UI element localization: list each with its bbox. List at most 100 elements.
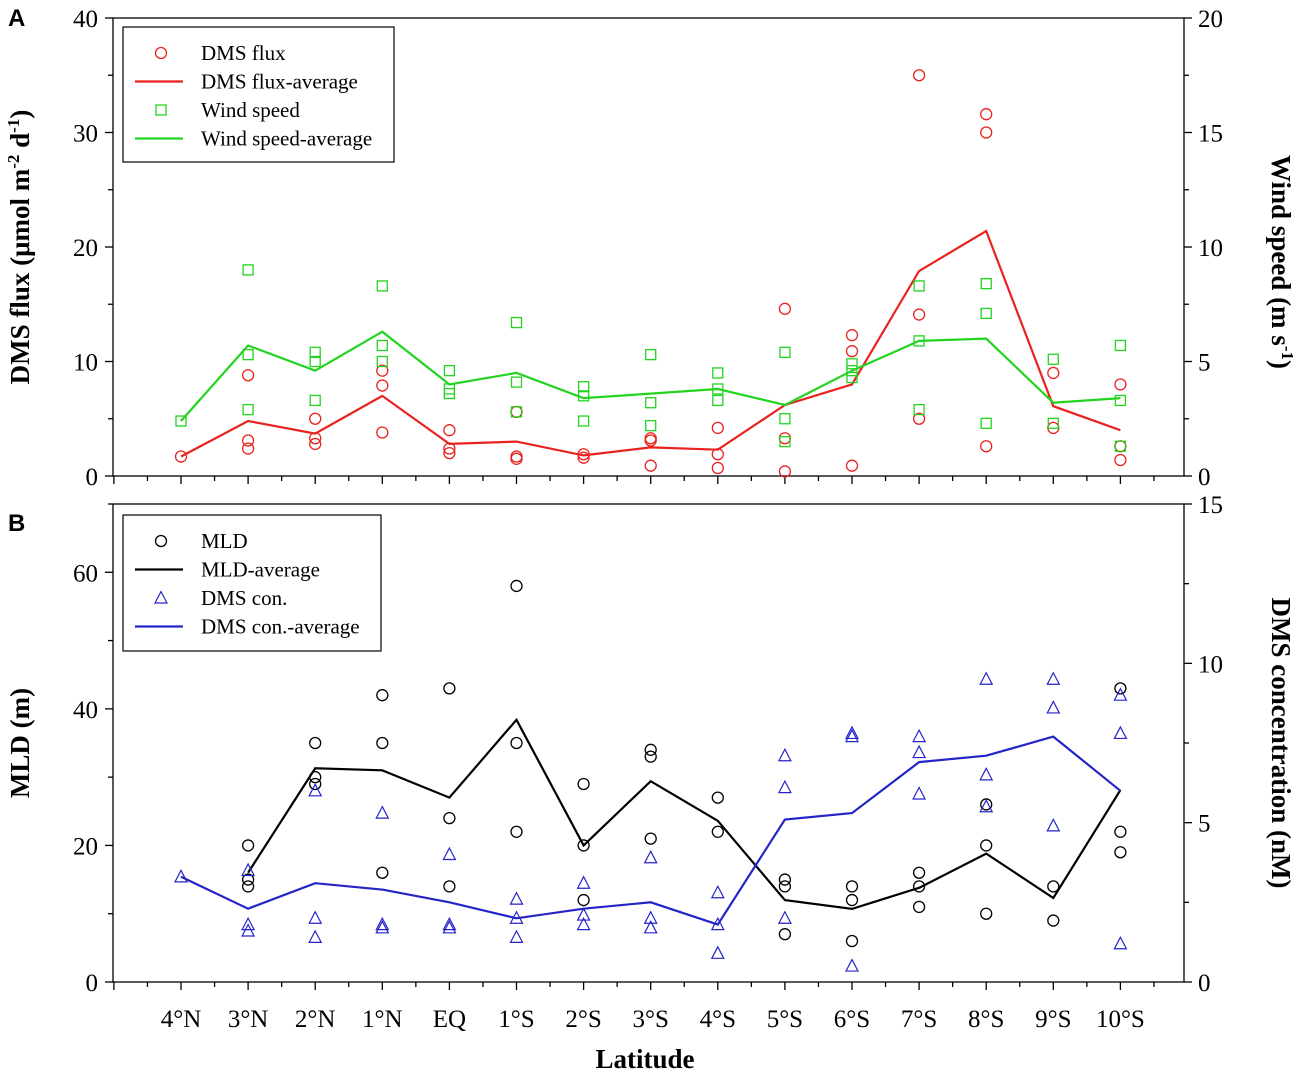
data-point: [644, 832, 657, 845]
panel-a-y-ticks: 0 10 20 30 40: [73, 6, 113, 491]
data-point: [912, 728, 927, 743]
data-point: [576, 907, 591, 921]
data-point: [309, 736, 322, 750]
data-point: [912, 786, 927, 800]
data-point: [1114, 440, 1127, 452]
data-point: [845, 329, 859, 342]
y-tick-label: 30: [73, 121, 98, 148]
x-category-label: 5°S: [767, 1006, 803, 1033]
y2-tick-label: 15: [1198, 492, 1223, 519]
data-point: [710, 916, 725, 931]
panel-a-points: [174, 69, 1127, 478]
panel-a-x-ticks: [113, 476, 1155, 484]
data-point: [711, 791, 724, 804]
data-point: [443, 880, 456, 893]
data-point: [577, 777, 590, 791]
data-point: [1046, 671, 1061, 685]
ylabel-a-sup1: -2: [4, 155, 23, 169]
ylabel-a-part1: DMS flux (μmol m: [5, 168, 35, 384]
y2-tick-label: 5: [1198, 350, 1211, 377]
data-point: [912, 69, 926, 82]
data-point: [980, 440, 993, 453]
panel-a-legend: DMS flux DMS flux-average Wind speed Wind s…: [122, 26, 395, 163]
x-category-label: 8°S: [968, 1006, 1004, 1033]
data-point: [509, 891, 524, 905]
data-point: [241, 839, 255, 852]
data-point: [576, 916, 591, 931]
x-category-label: 6°S: [834, 1006, 870, 1033]
data-point: [711, 461, 724, 475]
data-point: [845, 893, 859, 907]
data-point: [443, 387, 456, 400]
data-point: [1114, 440, 1127, 453]
panel-b-label: B: [8, 510, 25, 537]
legend-entry: Wind speed-average: [201, 127, 372, 151]
data-point: [913, 280, 925, 292]
data-point: [1114, 339, 1127, 352]
data-point: [509, 929, 524, 943]
data-point: [241, 442, 255, 455]
data-point: [376, 689, 389, 702]
data-point: [308, 929, 323, 943]
data-point: [510, 579, 523, 593]
data-point: [1047, 880, 1060, 893]
data-point: [778, 465, 792, 478]
data-point: [845, 934, 859, 948]
data-point: [1047, 366, 1060, 380]
panel-a-ylabel: DMS flux (μmol m-2 d-1): [4, 110, 35, 385]
legend-marker-swatch: [155, 104, 167, 116]
data-point: [376, 355, 388, 368]
average-line-dms-con-average: [180, 735, 1122, 926]
ylabel-a-part3: ): [5, 110, 35, 119]
data-point: [309, 437, 322, 451]
data-point: [442, 920, 457, 934]
data-point: [376, 280, 388, 292]
data-point: [509, 910, 524, 924]
data-point: [645, 419, 657, 432]
y2-tick-label: 10: [1198, 651, 1223, 678]
data-point: [645, 397, 657, 409]
data-point: [845, 459, 859, 472]
data-point: [778, 432, 792, 445]
data-point: [510, 452, 523, 465]
data-point: [980, 307, 992, 320]
legend-entry: DMS flux-average: [201, 70, 358, 94]
data-point: [980, 277, 992, 290]
y2-tick-label: 0: [1198, 464, 1211, 491]
average-line-wind-speed-average: [180, 330, 1121, 422]
data-point: [778, 880, 792, 893]
panel-a-average-lines: [180, 229, 1121, 458]
data-point: [846, 365, 858, 377]
panel-b-y2-ticks: 0 5 10 15: [1184, 492, 1223, 997]
data-point: [1114, 846, 1127, 859]
y-tick-label: 10: [73, 350, 98, 377]
x-category-label: 1°S: [498, 1006, 534, 1033]
data-point: [711, 825, 724, 838]
legend-entry: DMS con.: [201, 586, 287, 610]
x-category-label: EQ: [433, 1006, 466, 1033]
data-point: [846, 358, 858, 370]
x-category-label: 2°N: [295, 1006, 336, 1033]
data-point: [376, 339, 388, 352]
data-point: [375, 920, 390, 934]
panel-b-points: [174, 579, 1128, 972]
y2label-a-part1: Wind speed (m s: [1266, 155, 1296, 346]
y-tick-label: 0: [86, 464, 99, 491]
data-point: [309, 346, 321, 358]
panel-b-legend: MLD MLD-average DMS con. DMS con.-average: [122, 514, 382, 652]
data-point: [979, 767, 994, 781]
data-point: [442, 846, 457, 861]
data-point: [1114, 453, 1127, 467]
y2-tick-label: 10: [1198, 235, 1223, 262]
panel-a-y2-ticks: 0 5 10 15 20: [1184, 6, 1223, 491]
data-point: [309, 412, 322, 425]
y2-tick-label: 15: [1198, 121, 1223, 148]
data-point: [510, 825, 523, 838]
data-point: [1046, 700, 1061, 714]
data-point: [710, 945, 725, 959]
data-point: [845, 345, 859, 358]
ylabel-a-part2: d: [5, 133, 35, 155]
data-point: [980, 108, 993, 121]
data-point: [913, 335, 925, 347]
data-point: [711, 421, 724, 435]
